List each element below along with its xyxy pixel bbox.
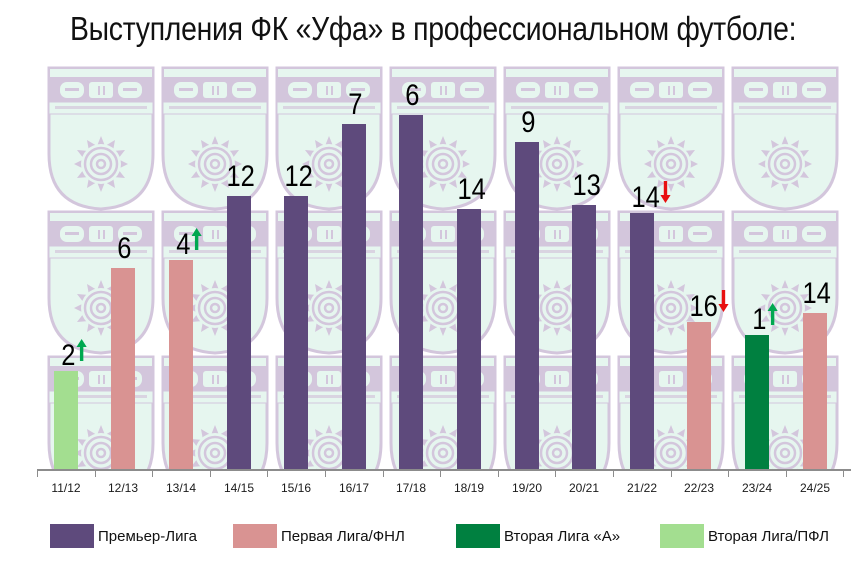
position-value: 1 (752, 303, 767, 336)
club-crest-watermark-icon (47, 210, 155, 355)
x-axis-tick (95, 470, 96, 477)
x-axis-tick (728, 470, 729, 477)
bar-value-label: 14 (631, 179, 671, 214)
bar-value-label: 6 (405, 81, 419, 111)
bar-12-13 (111, 268, 135, 470)
arrow-down-icon (660, 179, 671, 209)
x-axis-tick (210, 470, 211, 477)
position-value: 2 (61, 339, 76, 372)
x-axis-label: 12/13 (107, 481, 139, 495)
position-value: 12 (284, 160, 313, 193)
bar-14-15 (227, 196, 251, 470)
bar-18-19 (457, 209, 481, 470)
club-crest-watermark-icon (731, 66, 839, 211)
legend-label: Вторая Лига «А» (504, 527, 621, 545)
x-axis-tick (267, 470, 268, 477)
bar-value-label: 4 (176, 226, 202, 261)
bar-value-label: 12 (285, 162, 313, 192)
x-axis-label: 11/12 (51, 481, 81, 495)
legend-item-first: Первая Лига/ФНЛ (233, 523, 405, 549)
bar-value-label: 6 (117, 234, 131, 264)
bar-value-label: 14 (803, 279, 831, 309)
x-axis-tick (671, 470, 672, 477)
x-axis-tick (440, 470, 441, 477)
x-axis-tick (325, 470, 326, 477)
bar-value-label: 13 (573, 171, 601, 201)
x-axis-tick (37, 470, 38, 477)
x-axis-label: 14/15 (223, 481, 255, 495)
arrow-down-icon (718, 288, 729, 318)
bar-20-21 (572, 205, 596, 470)
legend-label: Вторая Лига/ПФЛ (708, 527, 829, 545)
bar-17-18 (399, 115, 423, 470)
legend-item-second-a: Вторая Лига «А» (456, 523, 620, 549)
x-axis-label: 15/16 (280, 481, 312, 495)
position-value: 9 (521, 106, 536, 139)
position-value: 6 (405, 79, 420, 112)
legend-item-premier: Премьер-Лига (50, 523, 197, 549)
position-value: 7 (348, 88, 363, 121)
x-axis-label: 24/25 (799, 481, 831, 495)
club-crest-watermark-icon (47, 66, 155, 211)
bar-value-label: 16 (689, 288, 729, 323)
legend-label: Первая Лига/ФНЛ (281, 527, 405, 545)
x-axis-tick (152, 470, 153, 477)
bar-13-14 (169, 260, 193, 470)
legend: Премьер-Лига Первая Лига/ФНЛ Вторая Лига… (0, 523, 864, 549)
bar-value-label: 14 (458, 175, 486, 205)
bar-value-label: 7 (348, 90, 362, 120)
bar-16-17 (342, 124, 366, 470)
position-value: 12 (226, 160, 255, 193)
x-axis-label: 17/18 (395, 481, 427, 495)
x-axis-tick (498, 470, 499, 477)
position-value: 14 (802, 277, 831, 310)
position-value: 4 (176, 228, 191, 261)
x-axis-tick (786, 470, 787, 477)
arrow-up-icon (76, 337, 87, 367)
legend-label: Премьер-Лига (98, 527, 197, 545)
x-axis-line (37, 469, 851, 471)
bar-23-24 (745, 335, 769, 470)
position-value: 13 (572, 169, 601, 202)
legend-swatch-second-pfl (660, 524, 704, 548)
x-axis-tick (383, 470, 384, 477)
x-axis-label: 23/24 (741, 481, 773, 495)
bar-21-22 (630, 213, 654, 470)
position-value: 16 (689, 290, 718, 323)
legend-item-second-pfl: Вторая Лига/ПФЛ (660, 523, 829, 549)
x-axis-label: 19/20 (511, 481, 543, 495)
x-axis-label: 16/17 (338, 481, 370, 495)
x-axis-label: 21/22 (626, 481, 658, 495)
club-crest-watermark-icon (161, 66, 269, 211)
x-axis-label: 20/21 (568, 481, 600, 495)
bar-24-25 (803, 313, 827, 470)
club-crest-watermark-icon (617, 66, 725, 211)
position-value: 14 (457, 173, 486, 206)
arrow-up-icon (191, 226, 202, 256)
x-axis-tick (843, 470, 844, 477)
chart-title: Выступления ФК «Уфа» в профессиональном … (69, 10, 797, 47)
bar-11-12 (54, 371, 78, 470)
x-axis-label: 13/14 (165, 481, 197, 495)
bar-22-23 (687, 322, 711, 470)
x-axis-tick (613, 470, 614, 477)
x-axis-tick (555, 470, 556, 477)
bar-value-label: 2 (61, 337, 87, 372)
bar-value-label: 9 (521, 108, 535, 138)
position-value: 14 (631, 181, 660, 214)
bar-value-label: 12 (227, 162, 255, 192)
x-axis-label: 18/19 (453, 481, 485, 495)
position-value: 6 (117, 232, 132, 265)
legend-swatch-second-a (456, 524, 500, 548)
arrow-up-icon (767, 301, 778, 331)
x-axis-label: 22/23 (683, 481, 715, 495)
legend-swatch-premier (50, 524, 94, 548)
bar-15-16 (284, 196, 308, 470)
bar-value-label: 1 (752, 301, 778, 336)
bar-19-20 (515, 142, 539, 470)
legend-swatch-first (233, 524, 277, 548)
